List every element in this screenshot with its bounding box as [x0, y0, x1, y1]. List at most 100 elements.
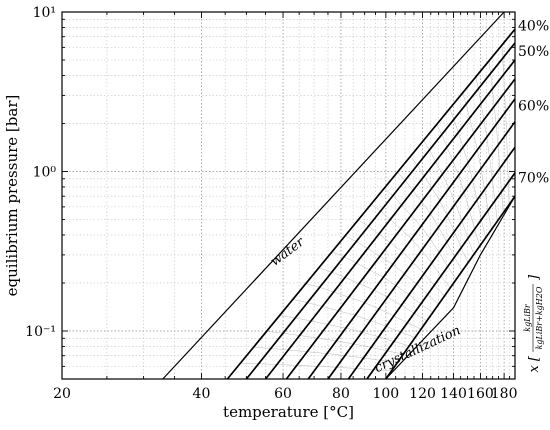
hatch-line	[393, 341, 410, 347]
hatch-line	[473, 133, 478, 150]
hatch-line	[467, 238, 475, 255]
hatch-line	[266, 331, 284, 334]
hatch-line	[344, 235, 357, 242]
series-lines	[162, 11, 516, 380]
hatch-line	[397, 172, 406, 181]
hatch-line	[373, 369, 392, 371]
unit-denominator: kgLiBr+kgH2O	[535, 286, 544, 349]
series-line	[226, 28, 516, 380]
hatch-line	[429, 238, 440, 253]
hatch-line	[490, 73, 493, 90]
x-tick-label: 180	[491, 386, 518, 402]
x-tick-label: 80	[332, 386, 350, 402]
hatch-line	[356, 262, 370, 271]
x-tick-label: 140	[440, 386, 467, 402]
right-unit-label: x [kgLiBr kgLiBr+kgH2O]	[523, 274, 544, 373]
hatch-line	[472, 180, 478, 200]
hatch-line	[430, 213, 439, 228]
hatch-line	[310, 320, 329, 325]
x-tick-label: 60	[274, 386, 292, 402]
hatch-line	[336, 367, 356, 369]
hatch-line	[371, 203, 381, 212]
hatch-line	[417, 164, 425, 177]
x-axis-label: temperature [°C]	[223, 403, 354, 421]
hatch-line	[390, 242, 403, 252]
hatch-line	[499, 168, 502, 192]
hatch-line	[497, 145, 501, 169]
hatch-line	[458, 175, 465, 193]
series-line	[385, 195, 516, 380]
x-tick-label: 160	[467, 386, 494, 402]
series-line-water	[162, 11, 505, 380]
hatch-line	[475, 76, 479, 89]
hatch-line	[447, 266, 457, 280]
hatch-line	[276, 364, 297, 366]
hatch-line	[322, 306, 339, 312]
hatch-line	[465, 103, 470, 119]
hatch-line	[379, 256, 393, 265]
hatch-line	[401, 305, 415, 314]
hatch-line	[305, 283, 320, 288]
hatch-line	[454, 231, 462, 248]
unit-close-bracket: ]	[527, 274, 542, 281]
hatch-line	[504, 92, 506, 112]
hatch-line	[317, 366, 337, 368]
hatch-line	[404, 273, 417, 285]
percent-label: 60%	[518, 98, 549, 114]
hatch-line	[336, 340, 354, 345]
hatch-line	[476, 199, 482, 220]
hatch-line	[463, 191, 470, 211]
series-line	[264, 59, 516, 380]
hatch-line	[439, 252, 448, 267]
hatch-line	[506, 133, 508, 158]
y-tick-label: 10¹	[33, 5, 56, 21]
hatch-line	[384, 188, 394, 196]
tick-marks	[61, 11, 516, 380]
hatch-line	[295, 317, 311, 322]
hatch-line	[345, 327, 363, 333]
plot-frame	[61, 11, 516, 380]
hatch-line	[296, 365, 318, 367]
hatch-line	[448, 187, 456, 204]
hatch-line	[355, 315, 371, 321]
hatch-line	[331, 251, 345, 258]
hatch-line	[378, 308, 394, 317]
hatch-line	[253, 346, 271, 349]
hatch-line	[317, 337, 337, 342]
hatch-line	[455, 203, 463, 222]
series-line	[307, 98, 516, 380]
hatch-line	[438, 226, 448, 243]
hatch-line	[359, 283, 375, 291]
x-tick-label: 120	[409, 386, 436, 402]
hatch-line	[501, 45, 504, 59]
y-axis-label: equilibrium pressure [bar]	[3, 95, 21, 297]
unit-x-symbol: x [	[527, 355, 542, 372]
hatch-line	[480, 168, 485, 190]
hatch-line	[338, 310, 356, 316]
hatch-line	[355, 368, 374, 370]
hatch-line	[469, 210, 475, 230]
hatch-line	[356, 241, 368, 249]
hatch-line	[361, 331, 379, 338]
series-line	[366, 172, 516, 380]
hatch-line	[348, 296, 365, 303]
hatch-line	[386, 326, 401, 333]
hatch-line	[478, 88, 482, 104]
hatch-line	[327, 353, 345, 356]
hatch-line	[502, 58, 504, 75]
hatch-line	[413, 313, 428, 322]
hatch-line	[364, 302, 380, 310]
hatch-line	[421, 201, 431, 214]
hatch-line	[423, 273, 435, 286]
hatch-line	[483, 119, 488, 138]
hatch-line	[380, 210, 391, 220]
hatch-line	[279, 315, 296, 319]
hatch-line	[505, 111, 507, 134]
hatch-line	[429, 149, 436, 162]
hatch-line	[477, 149, 482, 169]
hatch-line	[423, 140, 430, 150]
x-tick-label: 40	[193, 386, 211, 402]
hatch-line	[489, 156, 493, 179]
